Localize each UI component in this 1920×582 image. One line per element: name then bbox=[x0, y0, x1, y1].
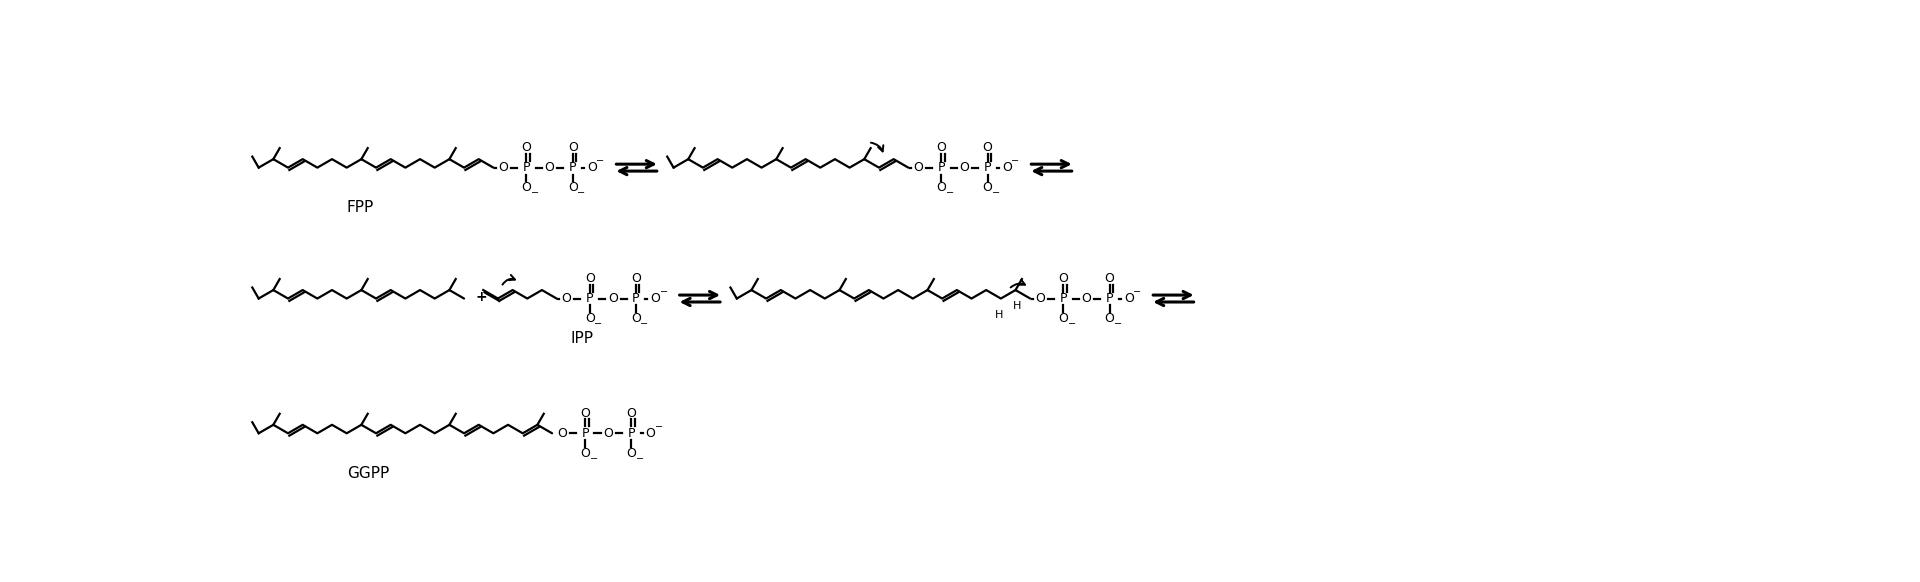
Text: −: − bbox=[532, 188, 540, 198]
Text: −: − bbox=[593, 319, 603, 329]
Text: O: O bbox=[914, 161, 924, 174]
Text: O: O bbox=[545, 161, 555, 174]
Text: −: − bbox=[993, 188, 1000, 198]
Text: O: O bbox=[580, 447, 589, 460]
Text: O: O bbox=[1058, 312, 1068, 325]
Text: O: O bbox=[580, 407, 589, 420]
Text: O: O bbox=[1081, 292, 1091, 305]
Text: −: − bbox=[1068, 319, 1075, 329]
Text: O: O bbox=[983, 181, 993, 194]
Text: O: O bbox=[626, 447, 636, 460]
Text: O: O bbox=[1058, 272, 1068, 285]
Text: O: O bbox=[563, 292, 572, 305]
Text: FPP: FPP bbox=[348, 200, 374, 215]
Text: O: O bbox=[557, 427, 566, 440]
Text: +: + bbox=[474, 290, 488, 304]
Text: O: O bbox=[588, 161, 597, 174]
Text: O: O bbox=[983, 141, 993, 154]
Text: P: P bbox=[522, 161, 530, 174]
Text: O: O bbox=[632, 312, 641, 325]
Text: O: O bbox=[586, 312, 595, 325]
Text: O: O bbox=[568, 141, 578, 154]
Text: O: O bbox=[568, 181, 578, 194]
Text: O: O bbox=[1002, 161, 1012, 174]
Text: P: P bbox=[628, 427, 636, 440]
Text: O: O bbox=[645, 427, 655, 440]
Text: P: P bbox=[1060, 292, 1068, 305]
Text: P: P bbox=[937, 161, 945, 174]
Text: O: O bbox=[1104, 312, 1114, 325]
Text: O: O bbox=[626, 407, 636, 420]
Text: −: − bbox=[589, 454, 597, 464]
Text: GGPP: GGPP bbox=[348, 466, 390, 481]
Text: O: O bbox=[499, 161, 509, 174]
Text: −: − bbox=[1133, 288, 1140, 297]
Text: O: O bbox=[609, 292, 618, 305]
Text: P: P bbox=[582, 427, 589, 440]
Text: P: P bbox=[568, 161, 576, 174]
Text: O: O bbox=[522, 181, 532, 194]
Text: O: O bbox=[1123, 292, 1133, 305]
Text: P: P bbox=[1106, 292, 1114, 305]
Text: H: H bbox=[1014, 301, 1021, 311]
Text: H: H bbox=[995, 310, 1004, 320]
Text: O: O bbox=[960, 161, 970, 174]
Text: O: O bbox=[1035, 292, 1044, 305]
Text: IPP: IPP bbox=[570, 331, 593, 346]
Text: P: P bbox=[983, 161, 991, 174]
Text: −: − bbox=[578, 188, 586, 198]
Text: O: O bbox=[603, 427, 612, 440]
Text: −: − bbox=[597, 157, 605, 166]
Text: O: O bbox=[937, 141, 947, 154]
Text: P: P bbox=[586, 292, 593, 305]
Text: O: O bbox=[1104, 272, 1114, 285]
Text: −: − bbox=[947, 188, 954, 198]
Text: O: O bbox=[651, 292, 660, 305]
Text: O: O bbox=[632, 272, 641, 285]
Text: O: O bbox=[586, 272, 595, 285]
Text: O: O bbox=[522, 141, 532, 154]
Text: −: − bbox=[660, 288, 668, 297]
Text: O: O bbox=[937, 181, 947, 194]
Text: −: − bbox=[636, 454, 643, 464]
Text: −: − bbox=[1114, 319, 1121, 329]
Text: −: − bbox=[655, 422, 662, 432]
Text: P: P bbox=[632, 292, 639, 305]
Text: −: − bbox=[1012, 157, 1020, 166]
Text: −: − bbox=[641, 319, 649, 329]
